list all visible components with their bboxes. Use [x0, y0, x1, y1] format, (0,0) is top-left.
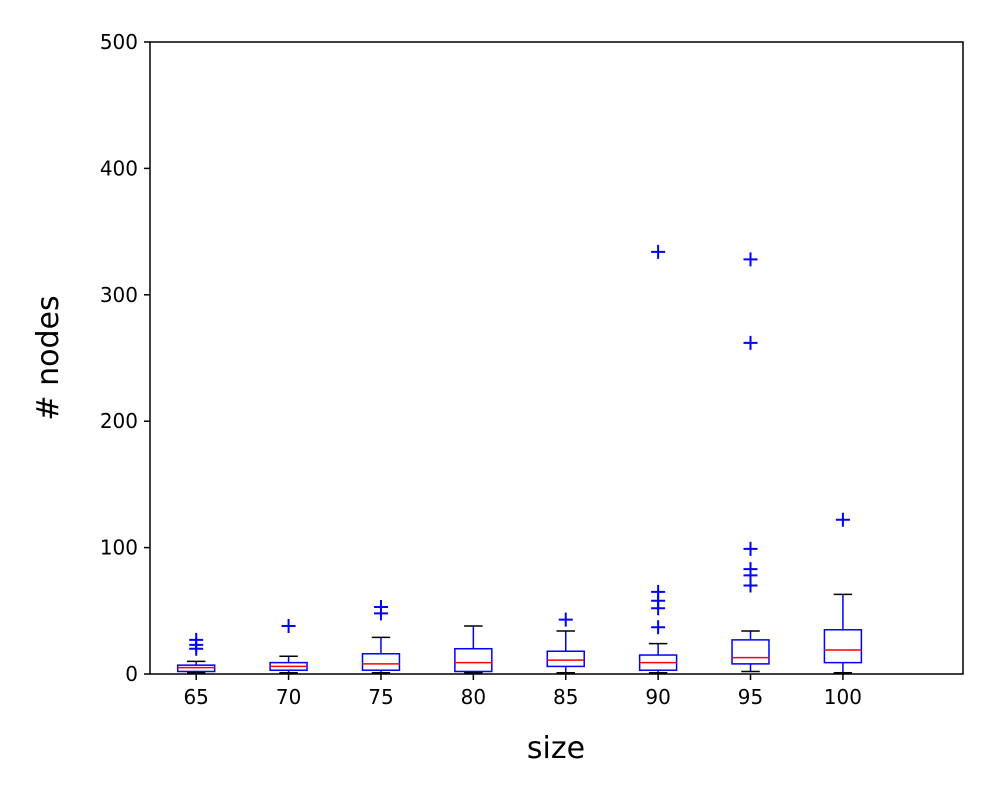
- outlier-point: [743, 335, 758, 350]
- x-tick-label: 90: [645, 685, 670, 709]
- y-axis-title: # nodes: [31, 295, 66, 420]
- x-tick-label: 65: [183, 685, 208, 709]
- outlier-point: [189, 632, 204, 647]
- box-90: [638, 244, 678, 674]
- box-75: [361, 600, 401, 674]
- box-70: [269, 618, 308, 674]
- outlier-point: [651, 584, 666, 599]
- x-tick-label: 100: [824, 685, 862, 709]
- y-tick-label: 200: [100, 409, 138, 433]
- x-axis-title: size: [527, 731, 585, 766]
- plot-frame: [149, 41, 964, 675]
- plot-marks: [176, 244, 863, 674]
- x-tick-label: 70: [276, 685, 301, 709]
- outlier-point: [743, 541, 758, 556]
- outlier-point: [373, 600, 388, 615]
- y-tick-label: 0: [125, 662, 138, 686]
- box-95: [731, 252, 770, 673]
- y-tick-label: 300: [100, 283, 138, 307]
- outlier-point: [281, 618, 296, 633]
- box-80: [454, 625, 493, 674]
- box-100: [823, 512, 863, 674]
- x-tick-label: 80: [461, 685, 486, 709]
- x-tick-label: 95: [738, 685, 763, 709]
- box-body: [454, 647, 493, 673]
- y-tick-label: 100: [100, 536, 138, 560]
- box-body: [361, 653, 401, 671]
- box-body: [823, 629, 863, 664]
- outlier-point: [743, 252, 758, 267]
- box-85: [546, 612, 585, 674]
- x-axis: 65 70 75 80 85 90 95 100: [183, 674, 862, 709]
- outlier-point: [651, 244, 666, 259]
- outlier-point: [558, 612, 573, 627]
- outlier-point: [651, 620, 666, 635]
- x-tick-label: 75: [368, 685, 393, 709]
- x-tick-label: 85: [553, 685, 578, 709]
- y-axis: 0 100 200 300 400 500: [100, 30, 150, 686]
- outlier-point: [835, 512, 850, 527]
- box-body: [546, 650, 585, 668]
- box-body: [731, 639, 770, 665]
- y-tick-label: 400: [100, 156, 138, 180]
- y-tick-label: 500: [100, 30, 138, 54]
- box-65: [176, 632, 216, 674]
- outlier-point: [743, 562, 758, 577]
